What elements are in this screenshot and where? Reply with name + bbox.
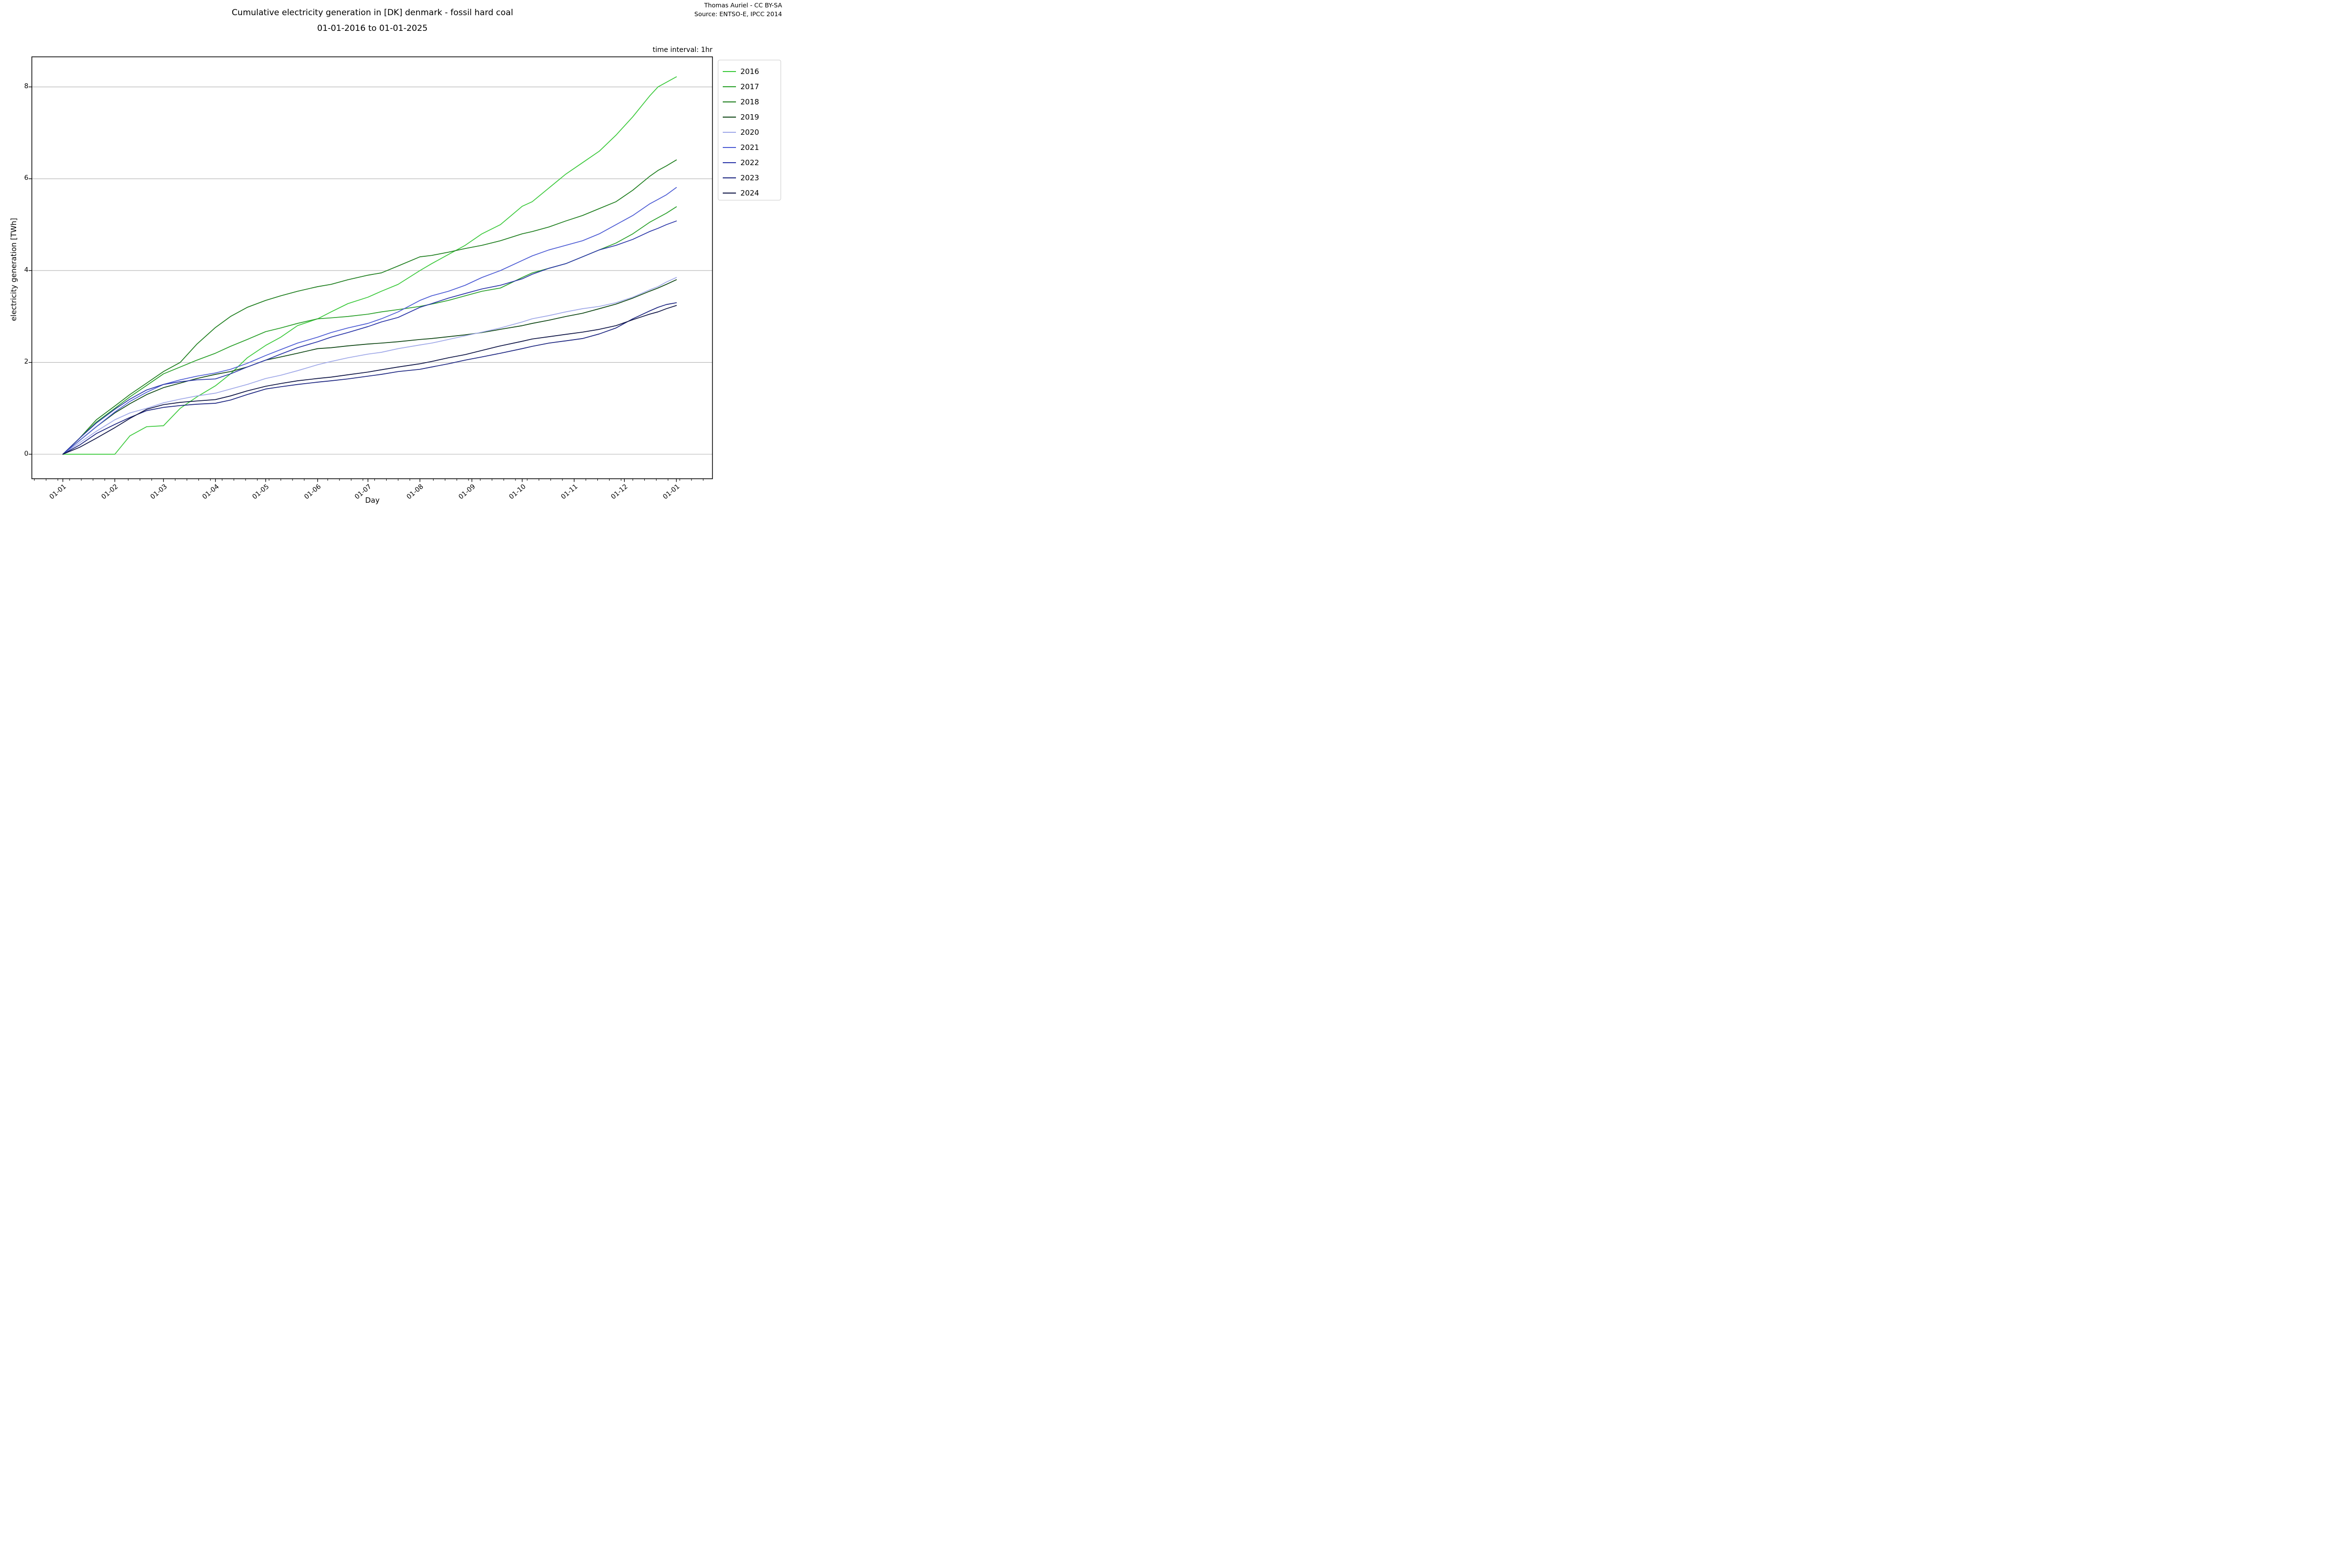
legend-item-2016: 2016 [718, 64, 781, 79]
legend-swatch-2024 [723, 192, 736, 194]
legend-item-2017: 2017 [718, 79, 781, 94]
legend-item-2021: 2021 [718, 140, 781, 155]
plot-area [28, 56, 713, 482]
legend-swatch-2021 [723, 147, 736, 148]
legend-label-2018: 2018 [740, 97, 760, 106]
y-tick-label: 2 [24, 358, 28, 366]
y-tick-label: 0 [24, 449, 28, 458]
legend-item-2022: 2022 [718, 155, 781, 170]
series-line-2019 [62, 279, 677, 455]
y-tick-label: 4 [24, 266, 28, 274]
legend-swatch-2023 [723, 177, 736, 178]
attribution-author: Thomas Auriel - CC BY-SA [704, 1, 782, 9]
legend-item-2018: 2018 [718, 94, 781, 109]
legend-label-2021: 2021 [740, 143, 760, 152]
y-tick-label: 6 [24, 174, 28, 182]
series-line-2024 [62, 305, 677, 455]
series-line-2023 [62, 302, 677, 455]
legend-label-2023: 2023 [740, 173, 760, 182]
legend-item-2023: 2023 [718, 170, 781, 185]
legend-label-2016: 2016 [740, 67, 760, 76]
legend-label-2020: 2020 [740, 127, 760, 137]
legend-item-2020: 2020 [718, 124, 781, 140]
series-line-2021 [62, 187, 677, 455]
x-axis-label: Day [365, 496, 380, 505]
series-line-2017 [62, 206, 677, 455]
legend-label-2017: 2017 [740, 82, 760, 91]
series-line-2020 [62, 277, 677, 455]
legend-label-2024: 2024 [740, 188, 760, 197]
series-line-2016 [62, 76, 677, 455]
series-line-2022 [62, 220, 677, 455]
legend-swatch-2019 [723, 116, 736, 118]
series-line-2018 [62, 159, 677, 455]
figure: { "figure": { "attribution_line1": "Thom… [0, 0, 784, 523]
legend-item-2019: 2019 [718, 109, 781, 124]
attribution-source: Source: ENTSO-E, IPCC 2014 [694, 10, 782, 18]
legend: 2016 2017 2018 2019 2020 2021 2022 2023 2024 [718, 60, 781, 200]
legend-item-2024: 2024 [718, 185, 781, 200]
legend-swatch-2016 [723, 71, 736, 72]
legend-swatch-2020 [723, 131, 736, 133]
legend-label-2022: 2022 [740, 158, 760, 167]
time-interval-note: time interval: 1hr [652, 46, 712, 54]
legend-swatch-2018 [723, 101, 736, 102]
legend-label-2019: 2019 [740, 112, 760, 122]
legend-swatch-2022 [723, 162, 736, 163]
chart-title: Cumulative electricity generation in [DK… [231, 8, 514, 18]
axes-spines [31, 56, 713, 479]
chart-subtitle: 01-01-2016 to 01-01-2025 [317, 24, 428, 33]
legend-swatch-2017 [723, 86, 736, 87]
y-tick-label: 8 [24, 82, 28, 90]
